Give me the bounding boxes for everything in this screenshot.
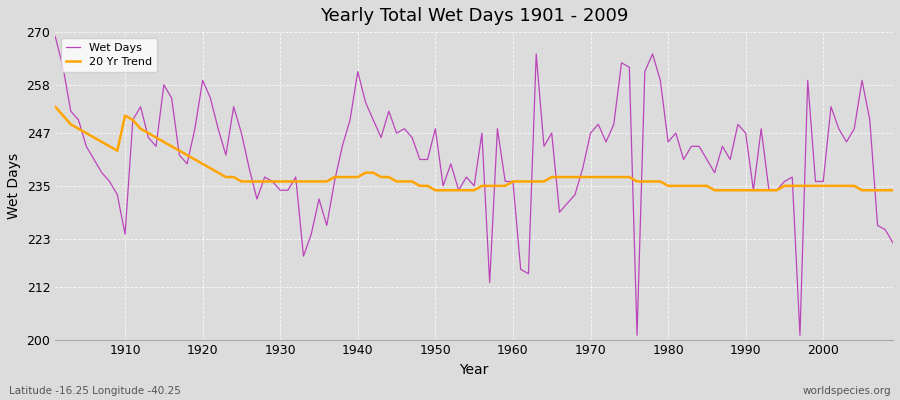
20 Yr Trend [516,179,526,184]
Line: Wet Days: Wet Days [55,36,893,335]
20 Yr Trend [50,104,60,109]
Wet Days [50,34,60,39]
20 Yr Trend [329,175,340,180]
Wet Days [500,179,510,184]
Title: Yearly Total Wet Days 1901 - 2009: Yearly Total Wet Days 1901 - 2009 [320,7,628,25]
Legend: Wet Days, 20 Yr Trend: Wet Days, 20 Yr Trend [61,38,158,72]
Wet Days [600,140,611,144]
Wet Days [329,179,340,184]
20 Yr Trend [887,188,898,193]
20 Yr Trend [112,148,122,153]
Wet Days [887,240,898,245]
Line: 20 Yr Trend: 20 Yr Trend [55,107,893,190]
Text: Latitude -16.25 Longitude -40.25: Latitude -16.25 Longitude -40.25 [9,386,181,396]
Wet Days [283,188,293,193]
Y-axis label: Wet Days: Wet Days [7,153,21,219]
Text: worldspecies.org: worldspecies.org [803,386,891,396]
Wet Days [632,333,643,338]
20 Yr Trend [430,188,441,193]
20 Yr Trend [608,175,619,180]
X-axis label: Year: Year [460,363,489,377]
20 Yr Trend [508,179,518,184]
Wet Days [112,192,122,197]
Wet Days [508,179,518,184]
20 Yr Trend [283,179,293,184]
